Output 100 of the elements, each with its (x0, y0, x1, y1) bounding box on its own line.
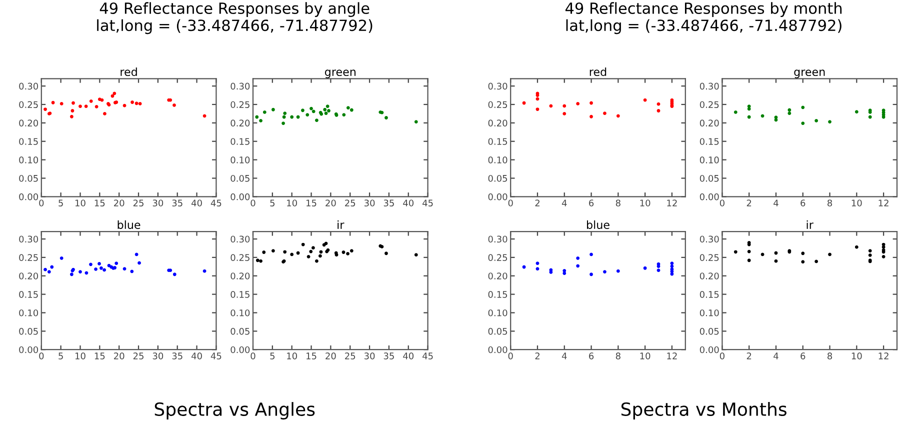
y-tick-label: 0.15 (230, 291, 250, 298)
chart-title: ir (338, 220, 344, 229)
y-tick-label: 0.10 (230, 309, 250, 316)
y-tick-label: 0.05 (488, 328, 508, 335)
x-tick-label: 35 (384, 200, 394, 206)
x-tick-label: 0 (508, 352, 513, 360)
y-tick-label: 0.30 (700, 82, 719, 90)
y-tick-label: 0.30 (19, 82, 38, 90)
x-tick-label: 0 (250, 200, 256, 206)
x-tick-label: 6 (589, 200, 594, 206)
x-tick-label: 5 (270, 200, 275, 206)
chart-title: red (120, 67, 137, 76)
y-tick-label: 0.05 (700, 328, 719, 335)
text: 49 Reflectance Responses by month lat,long = (-33.487466, -71.487792) (565, 2, 842, 34)
y-tick-label: 0.10 (488, 156, 508, 164)
x-tick-label: 10 (75, 200, 86, 206)
text: Spectra vs Months (621, 402, 786, 420)
y-tick-label: 0.05 (488, 174, 508, 182)
chart-title: green (324, 70, 356, 78)
y-tick-label: 0.25 (230, 254, 250, 261)
x-tick-label: 15 (306, 352, 316, 360)
x-tick-label: 35 (172, 352, 182, 360)
y-tick-label: 0.05 (230, 328, 250, 335)
x-tick-label: 6 (800, 200, 806, 206)
x-tick-label: 12 (667, 200, 677, 206)
y-tick-label: 0.00 (700, 193, 719, 200)
y-tick-label: 0.15 (488, 138, 508, 145)
y-tick-label: 0.25 (488, 101, 508, 108)
x-tick-label: 25 (345, 200, 356, 206)
x-tick-label: 0 (39, 352, 44, 360)
x-tick-label: 45 (210, 200, 222, 206)
x-tick-label: 30 (364, 352, 375, 360)
x-tick-label: 5 (58, 352, 63, 360)
x-tick-label: 0 (250, 352, 256, 360)
x-tick-label: 10 (852, 200, 862, 206)
text: 49 Reflectance Responses by angle lat,long = (-33.487466, -71.487792) (97, 2, 372, 34)
y-tick-label: 0.30 (230, 82, 250, 90)
x-tick-label: 2 (746, 200, 752, 206)
y-tick-label: 0.10 (700, 309, 719, 316)
x-tick-label: 6 (589, 352, 594, 360)
x-tick-label: 2 (535, 352, 540, 360)
x-tick-label: 0 (720, 352, 724, 360)
y-tick-label: 0.25 (19, 254, 38, 261)
x-tick-label: 6 (800, 352, 806, 360)
x-tick-label: 45 (422, 200, 433, 206)
x-tick-label: 20 (114, 200, 124, 206)
x-tick-label: 25 (345, 352, 356, 360)
x-tick-label: 15 (94, 200, 105, 206)
y-tick-label: 0.00 (19, 346, 38, 354)
y-tick-label: 0.15 (488, 291, 508, 298)
x-tick-label: 35 (172, 200, 182, 206)
x-tick-label: 40 (403, 200, 414, 206)
x-tick-label: 0 (508, 200, 513, 206)
x-tick-label: 30 (364, 200, 375, 206)
y-tick-label: 0.25 (488, 254, 508, 261)
chart-title: ir (806, 220, 814, 229)
y-tick-label: 0.00 (488, 346, 508, 354)
y-tick-label: 0.00 (230, 193, 250, 200)
x-tick-label: 4 (774, 352, 778, 360)
x-tick-label: 40 (191, 352, 202, 360)
x-tick-label: 30 (152, 352, 164, 360)
x-tick-label: 10 (852, 352, 862, 360)
x-tick-label: 2 (535, 200, 540, 206)
x-tick-label: 8 (828, 200, 832, 206)
y-tick-label: 0.25 (230, 101, 250, 108)
y-tick-label: 0.00 (230, 346, 250, 354)
y-tick-label: 0.15 (230, 138, 250, 145)
x-tick-label: 15 (306, 200, 316, 206)
x-tick-label: 10 (640, 200, 650, 206)
y-tick-label: 0.10 (19, 309, 38, 316)
y-tick-label: 0.30 (19, 236, 38, 243)
x-tick-label: 25 (133, 352, 144, 360)
text: Spectra vs Angles (154, 402, 315, 420)
x-tick-label: 8 (616, 352, 620, 360)
y-tick-label: 0.10 (19, 156, 38, 164)
y-tick-label: 0.10 (488, 309, 508, 316)
x-tick-label: 40 (403, 352, 414, 360)
x-tick-label: 35 (384, 352, 394, 360)
y-tick-label: 0.15 (700, 291, 719, 298)
x-tick-label: 8 (616, 200, 620, 206)
x-tick-label: 20 (326, 200, 336, 206)
x-tick-label: 20 (114, 352, 124, 360)
y-tick-label: 0.30 (488, 236, 508, 243)
x-tick-label: 2 (746, 352, 752, 360)
x-tick-label: 0 (39, 200, 44, 206)
x-tick-label: 25 (133, 200, 144, 206)
y-tick-label: 0.15 (19, 138, 38, 145)
y-tick-label: 0.25 (700, 254, 719, 261)
y-tick-label: 0.25 (19, 101, 38, 108)
chart-title: red (590, 67, 606, 76)
x-tick-label: 4 (562, 352, 567, 360)
x-tick-label: 10 (287, 200, 297, 206)
y-tick-label: 0.30 (488, 82, 508, 90)
chart-title: blue (118, 220, 140, 229)
y-tick-label: 0.25 (700, 101, 719, 108)
y-tick-label: 0.05 (19, 174, 38, 182)
x-tick-label: 45 (422, 352, 433, 360)
x-tick-label: 5 (58, 200, 63, 206)
x-tick-label: 30 (152, 200, 164, 206)
y-tick-label: 0.15 (19, 291, 38, 298)
